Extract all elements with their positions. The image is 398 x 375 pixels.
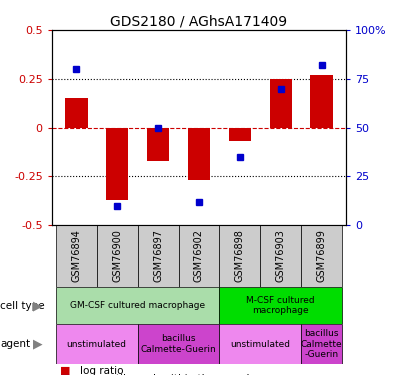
Bar (179, 225, 219, 287)
Text: ▶: ▶ (33, 338, 43, 351)
Text: percentile rank within the sample: percentile rank within the sample (80, 374, 256, 375)
Bar (301, 324, 342, 364)
Bar (260, 225, 301, 287)
Bar (65, 98, 88, 128)
Text: GSM76902: GSM76902 (194, 230, 204, 282)
Bar (56, 324, 138, 364)
Title: GDS2180 / AGhsA171409: GDS2180 / AGhsA171409 (110, 15, 288, 29)
Bar (310, 75, 333, 128)
Bar (147, 128, 169, 160)
Text: M-CSF cultured
macrophage: M-CSF cultured macrophage (246, 296, 315, 315)
Bar (106, 128, 129, 200)
Text: log ratio: log ratio (80, 366, 123, 375)
Bar (219, 225, 260, 287)
Text: GSM76894: GSM76894 (71, 230, 81, 282)
Bar (301, 225, 342, 287)
Text: GSM76900: GSM76900 (112, 230, 122, 282)
Bar (56, 287, 219, 324)
Bar (219, 324, 301, 364)
Bar (219, 287, 342, 324)
Text: agent: agent (0, 339, 31, 349)
Bar (229, 128, 251, 141)
Bar (138, 324, 219, 364)
Bar (97, 225, 138, 287)
Text: GSM76903: GSM76903 (276, 230, 286, 282)
Text: GM-CSF cultured macrophage: GM-CSF cultured macrophage (70, 301, 205, 310)
Text: bacillus
Calmette-Guerin: bacillus Calmette-Guerin (140, 334, 217, 354)
Text: GSM76898: GSM76898 (235, 230, 245, 282)
Text: GSM76899: GSM76899 (317, 230, 327, 282)
Text: unstimulated: unstimulated (67, 340, 127, 349)
Text: GSM76897: GSM76897 (153, 230, 163, 282)
Text: cell type: cell type (0, 301, 45, 310)
Bar (56, 225, 97, 287)
Text: ■: ■ (60, 374, 70, 375)
Bar (269, 79, 292, 128)
Text: bacillus
Calmette
-Guerin: bacillus Calmette -Guerin (301, 329, 343, 359)
Bar (138, 225, 179, 287)
Bar (188, 128, 210, 180)
Text: ■: ■ (60, 366, 70, 375)
Text: ▶: ▶ (33, 299, 43, 312)
Text: unstimulated: unstimulated (230, 340, 291, 349)
